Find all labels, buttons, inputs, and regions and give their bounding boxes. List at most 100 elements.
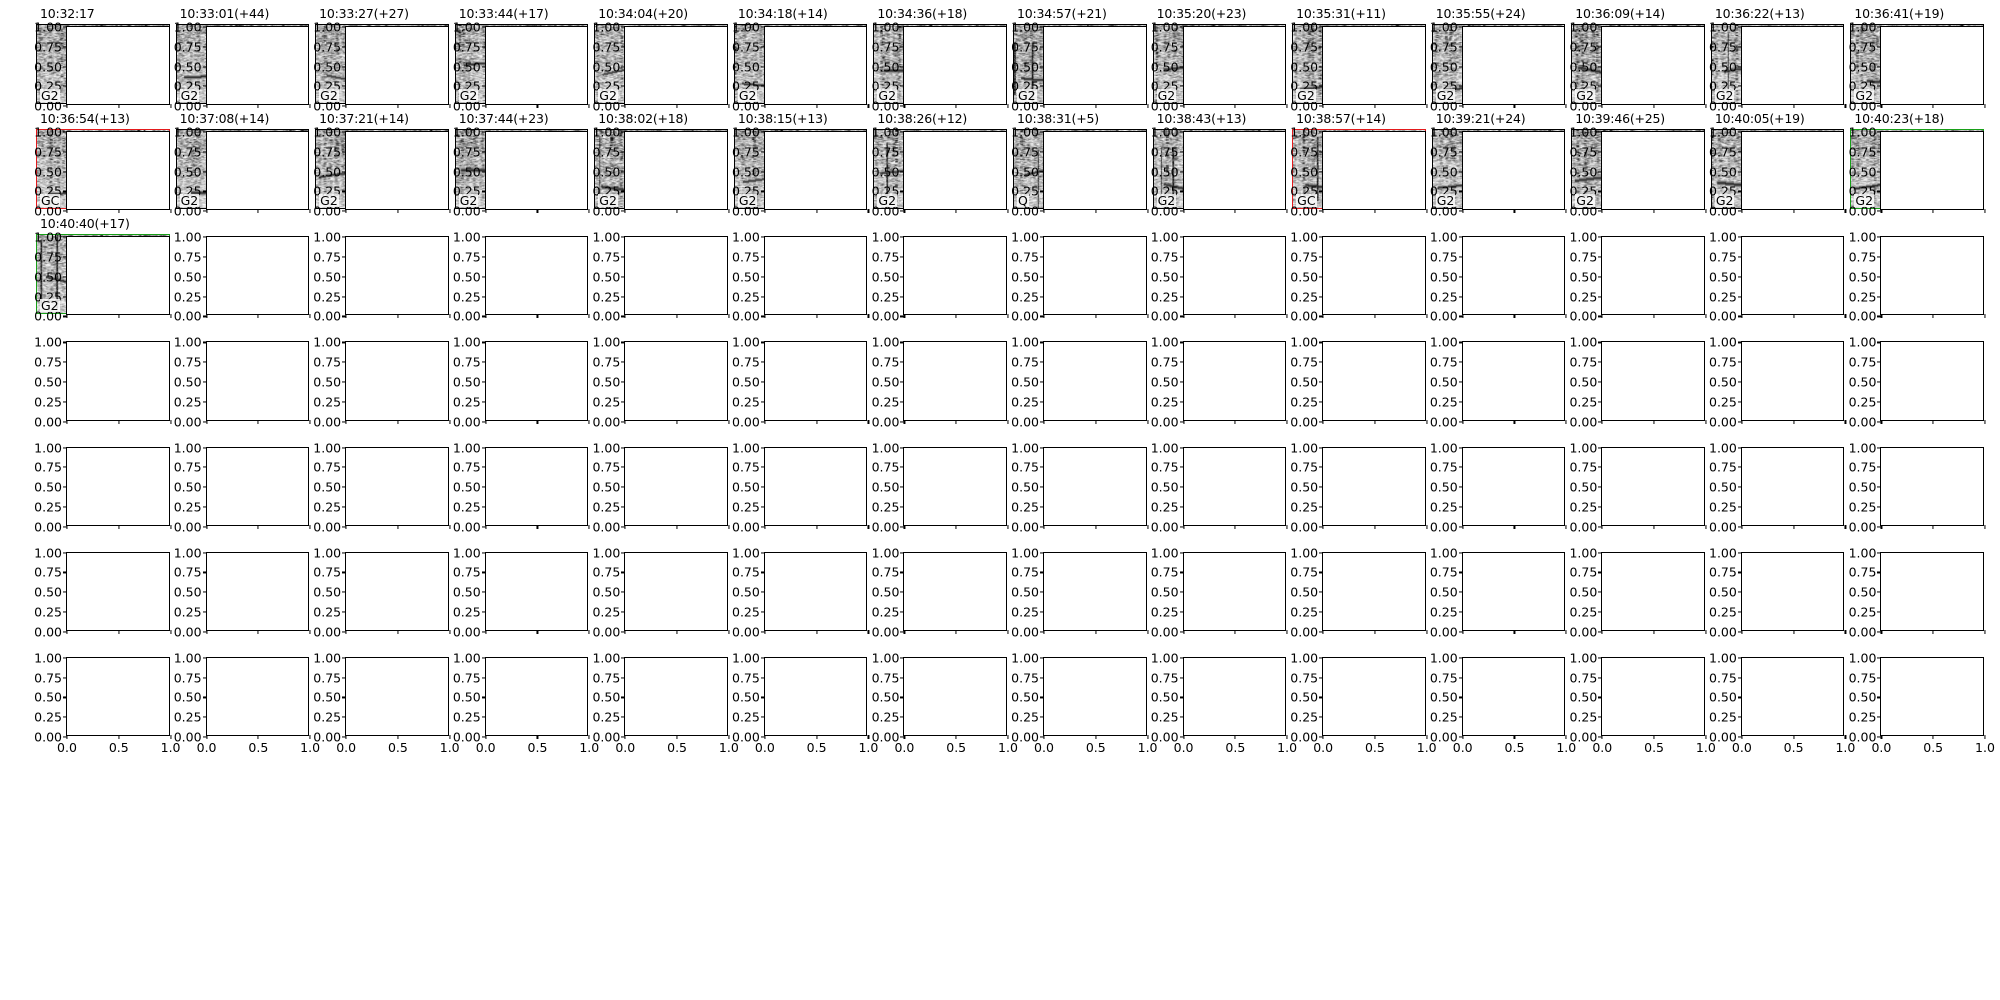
- y-tick-label: 0.25: [871, 499, 900, 515]
- y-tick-label: 0.50: [1290, 689, 1319, 705]
- y-tick-mark: [1179, 26, 1184, 28]
- x-tick-label: 0.5: [1364, 739, 1385, 755]
- y-tick-mark: [1040, 657, 1044, 659]
- y-tick-label: 1.00: [871, 124, 900, 140]
- empty-axes: 0.00 0.25 0.50 0.75 1.00: [872, 125, 1009, 219]
- y-tick-label: 0.75: [34, 459, 62, 475]
- y-tick-label: 0.75: [1290, 670, 1319, 686]
- x-tick-mark: [345, 314, 347, 319]
- y-tick-label: 0.75: [1569, 459, 1598, 475]
- x-tick-mark: [345, 209, 347, 214]
- x-tick-mark: [1462, 734, 1464, 739]
- y-tick-mark: [202, 696, 207, 698]
- y-tick-mark: [760, 631, 765, 633]
- x-tick-mark: [66, 104, 68, 109]
- y-tick-mark: [1179, 631, 1184, 633]
- x-tick-mark: [309, 524, 311, 529]
- y-tick-mark: [342, 296, 347, 298]
- y-tick-label: 0.50: [1709, 689, 1737, 705]
- y-tick-label: 0.00: [592, 98, 621, 114]
- x-tick-mark: [206, 629, 208, 634]
- y-tick-label: 1.00: [1709, 124, 1737, 140]
- y-tick-label: 0.00: [1290, 624, 1319, 640]
- y-tick-label: 0.00: [1011, 414, 1039, 430]
- x-tick-mark: [485, 209, 487, 214]
- y-tick-mark: [481, 552, 486, 554]
- y-tick-mark: [900, 381, 905, 383]
- x-tick-label: 0.0: [1731, 739, 1752, 755]
- y-tick-mark: [900, 677, 905, 679]
- panel-class-label: G2: [1435, 193, 1456, 209]
- y-tick-mark: [1040, 677, 1044, 679]
- y-tick-mark: [900, 151, 905, 153]
- y-tick-mark: [63, 46, 67, 48]
- y-tick-mark: [1458, 526, 1463, 528]
- y-tick-mark: [900, 315, 905, 317]
- x-tick-mark: [867, 734, 869, 739]
- y-tick-mark: [760, 611, 765, 613]
- x-tick-mark: [1183, 629, 1185, 634]
- y-tick-label: 0.00: [34, 519, 62, 535]
- y-tick-mark: [760, 236, 765, 238]
- y-tick-mark: [1040, 466, 1044, 468]
- x-tick-mark: [1322, 524, 1324, 529]
- y-tick-mark: [1737, 677, 1742, 679]
- x-tick-label: 0.5: [1783, 739, 1804, 755]
- y-tick-mark: [1319, 657, 1324, 659]
- y-tick-mark: [63, 171, 67, 173]
- y-tick-mark: [1598, 677, 1603, 679]
- y-tick-label: 1.00: [1429, 650, 1458, 666]
- y-tick-mark: [1040, 190, 1044, 193]
- y-tick-mark: [760, 210, 765, 212]
- y-tick-mark: [63, 716, 67, 718]
- y-tick-label: 0.75: [173, 564, 202, 580]
- x-tick-mark: [816, 419, 818, 424]
- x-tick-mark: [1007, 104, 1009, 109]
- x-tick-mark: [206, 734, 208, 739]
- y-tick-mark: [1737, 26, 1742, 28]
- x-tick-mark: [206, 104, 208, 109]
- y-tick-label: 1.00: [1709, 650, 1737, 666]
- y-tick-label: 1.00: [34, 440, 62, 456]
- y-tick-mark: [900, 105, 905, 107]
- y-tick-mark: [1458, 315, 1463, 317]
- y-tick-label: 0.50: [1569, 59, 1598, 75]
- y-tick-mark: [1458, 506, 1463, 508]
- y-tick-mark: [900, 210, 905, 212]
- y-tick-mark: [1040, 361, 1044, 363]
- x-tick-mark: [485, 524, 487, 529]
- y-tick-label: 0.00: [313, 519, 342, 535]
- y-tick-mark: [621, 210, 626, 212]
- x-tick-mark: [345, 629, 347, 634]
- y-tick-mark: [1877, 151, 1882, 153]
- y-tick-label: 0.00: [1429, 624, 1458, 640]
- panel-title: 10:33:01(+44): [179, 6, 270, 21]
- y-tick-mark: [1040, 696, 1044, 698]
- y-tick-label: 0.50: [1569, 584, 1598, 600]
- y-tick-label: 1.00: [1569, 229, 1598, 245]
- y-tick-mark: [760, 296, 765, 298]
- y-tick-mark: [621, 256, 626, 258]
- y-tick-label: 1.00: [1848, 124, 1877, 140]
- y-tick-mark: [900, 447, 905, 449]
- y-tick-label: 0.75: [1011, 564, 1039, 580]
- y-tick-label: 0.50: [732, 479, 760, 495]
- x-tick-mark: [1653, 524, 1655, 529]
- y-tick-label: 0.75: [1569, 249, 1598, 265]
- x-tick-mark: [903, 314, 905, 319]
- empty-axes: 0.00 0.25 0.50 0.75 1.00: [732, 125, 869, 219]
- y-tick-mark: [63, 506, 67, 508]
- empty-axes: 0.00 0.25 0.50 0.75 1.00: [1290, 335, 1428, 429]
- x-tick-mark: [485, 629, 487, 634]
- x-tick-mark: [624, 734, 626, 739]
- y-tick-label: 1.00: [1290, 440, 1319, 456]
- y-tick-mark: [1737, 85, 1742, 87]
- y-tick-label: 1.00: [1429, 545, 1458, 561]
- y-tick-mark: [1877, 506, 1882, 508]
- y-tick-mark: [900, 611, 905, 613]
- x-tick-mark: [1147, 104, 1149, 109]
- y-tick-mark: [1319, 381, 1324, 383]
- y-tick-mark: [63, 210, 67, 212]
- y-tick-label: 0.25: [1011, 394, 1039, 410]
- x-tick-mark: [1322, 209, 1324, 214]
